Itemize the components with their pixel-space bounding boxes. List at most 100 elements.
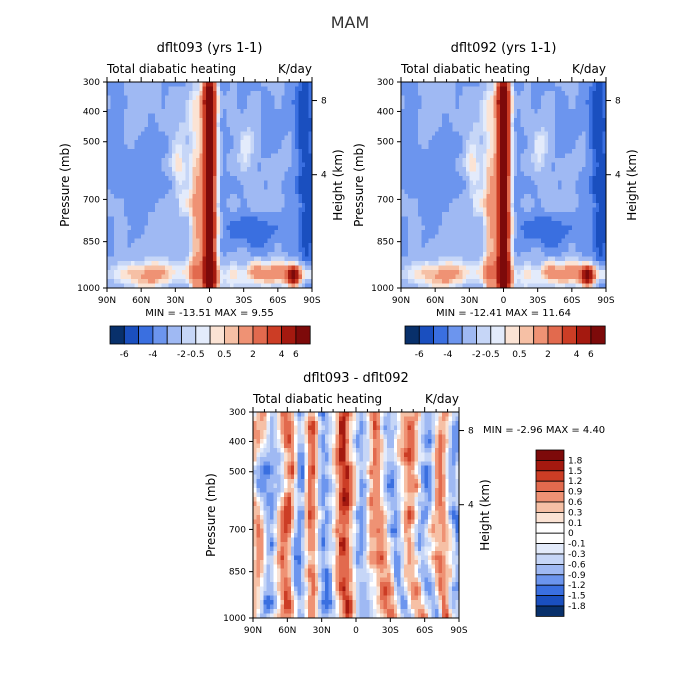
heatmap-cell <box>510 167 515 172</box>
heatmap-cell <box>602 193 607 199</box>
heatmap-cell <box>216 95 221 101</box>
heatmap-cell <box>483 234 487 240</box>
heatmap-cell <box>110 234 115 240</box>
heatmap-cell <box>554 176 559 181</box>
heatmap-cell <box>592 158 597 164</box>
heatmap-cell <box>165 265 169 271</box>
heatmap-cell <box>250 279 255 284</box>
heatmap-cell <box>195 279 200 284</box>
heatmap-cell <box>137 207 142 213</box>
heatmap-cell <box>250 162 255 168</box>
heatmap-cell <box>571 149 576 155</box>
heatmap-cell <box>599 180 603 186</box>
heatmap-cell <box>472 126 477 132</box>
heatmap-cell <box>448 225 453 231</box>
heatmap-cell <box>496 202 501 208</box>
heatmap-cell <box>120 243 125 249</box>
heatmap-cell <box>431 82 436 87</box>
heatmap-cell <box>418 229 422 235</box>
heatmap-cell <box>148 113 152 119</box>
heatmap-cell <box>240 126 245 132</box>
heatmap-cell <box>479 225 484 231</box>
heatmap-cell <box>141 252 145 258</box>
heatmap-cell <box>421 185 426 190</box>
heatmap-cell <box>448 158 453 164</box>
heatmap-cell <box>305 185 309 190</box>
heatmap-cell <box>219 82 224 87</box>
heatmap-cell <box>281 144 286 150</box>
heatmap-cell <box>216 158 221 164</box>
heatmap-cell <box>175 193 180 199</box>
heatmap-cell <box>199 140 204 146</box>
heatmap-cell <box>455 90 460 96</box>
heatmap-cell <box>243 95 248 101</box>
heatmap-cell <box>110 279 115 284</box>
heatmap-cell <box>223 108 227 114</box>
heatmap-cell <box>202 211 207 217</box>
heatmap-cell <box>247 238 251 244</box>
heatmap-cell <box>452 126 457 132</box>
heatmap-cell <box>233 158 238 164</box>
heatmap-cell <box>233 82 238 87</box>
heatmap-cell <box>148 108 152 114</box>
heatmap-cell <box>445 144 450 150</box>
heatmap-cell <box>202 144 207 150</box>
heatmap-cell <box>178 131 183 137</box>
heatmap-cell <box>230 207 234 213</box>
heatmap-cell <box>517 113 521 119</box>
heatmap-cell <box>253 140 258 146</box>
heatmap-cell <box>404 86 409 92</box>
heatmap-cell <box>161 270 166 275</box>
heatmap-cell <box>202 82 207 87</box>
heatmap-cell <box>561 229 566 235</box>
heatmap-cell <box>267 185 272 190</box>
heatmap-cell <box>445 131 450 137</box>
heatmap-cell <box>298 108 303 114</box>
heatmap-cell <box>171 185 176 190</box>
heatmap-cell <box>182 86 186 92</box>
heatmap-cell <box>298 189 303 195</box>
heatmap-cell <box>144 189 149 195</box>
heatmap-cell <box>124 274 128 280</box>
heatmap-cell <box>264 82 268 87</box>
heatmap-cell <box>575 211 580 217</box>
heatmap-cell <box>486 185 491 190</box>
heatmap-cell <box>424 238 429 244</box>
heatmap-cell <box>411 113 416 119</box>
heatmap-cell <box>479 158 484 164</box>
heatmap-cell <box>496 153 501 159</box>
heatmap-cell <box>479 117 484 123</box>
heatmap-cell <box>226 216 231 222</box>
heatmap-cell <box>298 279 303 284</box>
heatmap-cell <box>568 176 573 181</box>
heatmap-cell <box>424 144 429 150</box>
heatmap-cell <box>267 153 272 159</box>
heatmap-cell <box>134 198 139 204</box>
heatmap-cell <box>219 162 224 168</box>
heatmap-cell <box>496 180 501 186</box>
heatmap-cell <box>421 90 426 96</box>
heatmap-cell <box>223 256 227 262</box>
heatmap-cell <box>137 270 142 275</box>
heatmap-cell <box>298 95 303 101</box>
heatmap-cell <box>165 279 169 284</box>
heatmap-cell <box>401 95 405 101</box>
heatmap-cell <box>107 108 111 114</box>
heatmap-cell <box>260 202 265 208</box>
heatmap-cell <box>192 198 197 204</box>
heatmap-cell <box>233 171 238 177</box>
heatmap-cell <box>240 135 245 141</box>
heatmap-cell <box>189 158 193 164</box>
heatmap-cell <box>257 122 262 128</box>
heatmap-cell <box>571 171 576 177</box>
heatmap-cell <box>130 261 135 267</box>
heatmap-cell <box>257 162 262 168</box>
heatmap-cell <box>431 225 436 231</box>
heatmap-cell <box>178 126 183 132</box>
heatmap-cell <box>534 108 539 114</box>
heatmap-cell <box>247 131 251 137</box>
heatmap-cell <box>541 104 545 110</box>
heatmap-cell <box>236 167 241 172</box>
heatmap-cell <box>452 176 457 181</box>
heatmap-cell <box>486 207 491 213</box>
